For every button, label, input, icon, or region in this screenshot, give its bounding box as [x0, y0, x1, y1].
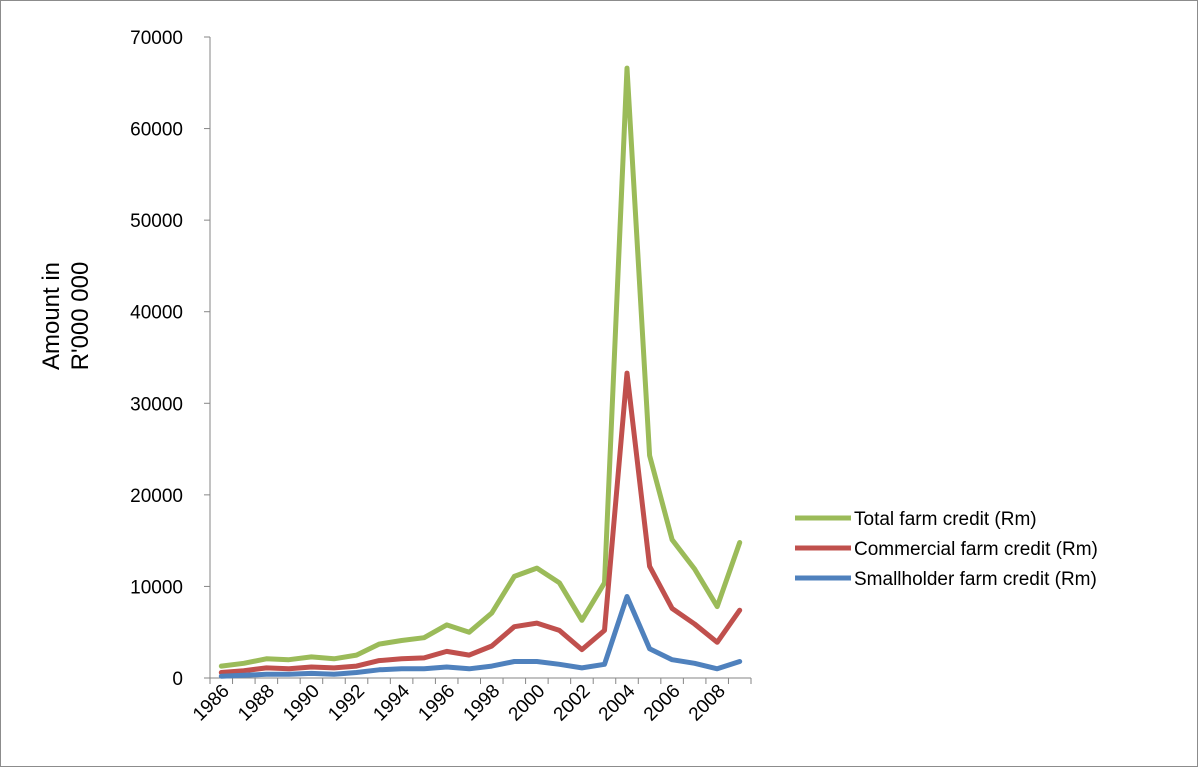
y-axis-title-line-2: R'000 000: [67, 262, 94, 371]
y-tick-label: 20000: [130, 486, 183, 507]
x-axis-ticks: 1986 1988 1990 1992 1994 1996 1998 2000 2002 2004…: [189, 678, 752, 726]
x-tick-label: 1986: [189, 681, 234, 726]
x-tick-label: 1990: [279, 681, 324, 726]
x-tick-label: 2002: [550, 681, 595, 726]
y-axis-title: Amount in R'000 000: [38, 262, 94, 371]
x-tick-label: 2004: [595, 680, 640, 725]
y-tick-label: 70000: [130, 28, 183, 49]
y-tick-label: 40000: [130, 303, 183, 324]
y-tick-label: 50000: [130, 211, 183, 232]
legend-label-2: Commercial farm credit (Rm): [854, 539, 1098, 560]
y-tick-label: 0: [172, 669, 183, 690]
series-lines: [218, 65, 743, 679]
y-axis-ticks: 0 10000 20000 30000 40000 50000 60000 70000: [130, 28, 210, 690]
y-tick-label: 10000: [130, 577, 183, 598]
series-line-2: [218, 370, 743, 675]
legend: Total farm credit (Rm) Commercial farm cr…: [795, 509, 1098, 590]
axes: [209, 37, 751, 679]
series-line-3: [218, 594, 743, 679]
y-axis-title-line-1: Amount in: [38, 262, 65, 370]
x-tick-label: 1992: [324, 681, 369, 726]
series-line-1: [218, 65, 743, 669]
x-tick-label: 2008: [685, 681, 730, 726]
x-tick-label: 1998: [460, 681, 505, 726]
x-tick-label: 2006: [640, 681, 685, 726]
legend-label-1: Total farm credit (Rm): [854, 509, 1037, 530]
y-tick-label: 60000: [130, 120, 183, 141]
legend-label-3: Smallholder farm credit (Rm): [854, 569, 1097, 590]
x-tick-label: 1996: [414, 681, 459, 726]
x-tick-label: 2000: [505, 681, 550, 726]
x-tick-label: 1988: [234, 681, 279, 726]
y-tick-label: 30000: [130, 394, 183, 415]
x-tick-label: 1994: [369, 680, 414, 725]
